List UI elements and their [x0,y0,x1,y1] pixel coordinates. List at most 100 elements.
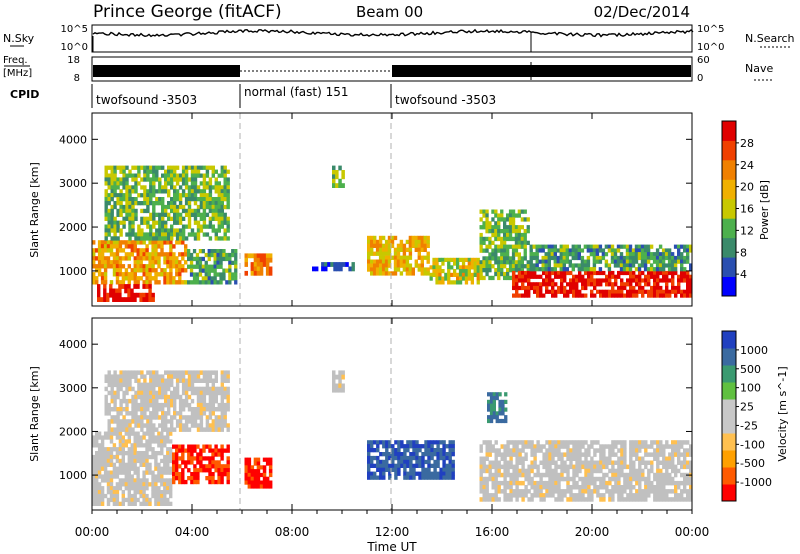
velocity-colorbar-cell-2 [722,450,736,468]
power-colorbar-label: Power [dB] [758,180,771,240]
power-region-8 [429,257,480,285]
velocity-colorbar-tick-4: 25 [740,401,754,414]
sky-left-tick-bottom: 10^0 [61,42,88,53]
time-tick-4: 16:00 [475,525,510,539]
sky-right-tick-top: 10^5 [697,24,724,35]
velocity-colorbar-cell-6 [722,382,736,400]
power-panel: 1000 2000 3000 4000 Slant Range [km] 4 8 12 16… [28,112,771,307]
search-noise-label: N.Search [745,32,795,45]
power-colorbar-tick-2: 12 [740,224,754,237]
velocity-colorbar-tick-5: 100 [740,382,761,395]
power-region-6 [332,165,345,188]
power-y-tick-1: 2000 [59,221,87,234]
nave-label: Nave [745,62,773,75]
power-region-10 [512,270,693,298]
time-tick-1: 04:00 [175,525,210,539]
sky-noise-panel: N.Sky 10^5 10^0 10^5 10^0 N.Search [3,24,795,53]
velocity-colorbar: -1000 -500 -100 -25 25 100 500 1000 [721,330,772,502]
velocity-colorbar-cell-1 [722,467,736,485]
velocity-colorbar-label: Velocity [m s^-1] [776,366,789,461]
velocity-data-layer [92,370,693,506]
velocity-region-3 [244,457,273,489]
time-tick-5: 20:00 [575,525,610,539]
freq-unit-label: [MHz] [3,68,32,79]
nave-tick-bottom: 0 [697,73,703,84]
velocity-colorbar-cell-8 [722,348,736,366]
power-colorbar-tick-3: 16 [740,203,754,216]
freq-tick-top: 18 [67,55,80,66]
velocity-colorbar-cell-4 [722,416,736,434]
freq-tick-bottom: 8 [74,73,80,84]
velocity-colorbar-tick-2: -100 [740,438,765,451]
power-colorbar-tick-0: 4 [740,268,747,281]
power-region-0 [92,240,188,285]
power-region-4 [244,253,273,276]
power-colorbar-cell-5 [722,179,736,200]
power-colorbar-cell-1 [722,257,736,277]
velocity-y-tick-1: 2000 [59,425,87,438]
velocity-colorbar-cell-5 [722,399,736,417]
power-colorbar-tick-6: 28 [740,137,754,150]
time-tick-0: 00:00 [75,525,110,539]
velocity-region-5 [367,440,455,480]
freq-label: Freq. [3,55,28,66]
power-colorbar-cell-7 [722,140,736,161]
power-colorbar-cell-2 [722,237,736,258]
power-region-7 [367,235,430,276]
velocity-colorbar-tick-7: 1000 [740,344,768,357]
sky-right-tick-bottom: 10^0 [697,42,724,53]
power-region-2 [104,165,230,241]
power-region-11 [529,244,693,272]
power-colorbar-tick-4: 20 [740,181,754,194]
power-colorbar: 4 8 12 16 20 24 28 [721,120,754,297]
time-tick-6: 00:00 [675,525,710,539]
power-colorbar-cell-8 [722,121,736,141]
velocity-region-2 [172,444,230,485]
power-y-tick-0: 1000 [59,265,87,278]
velocity-colorbar-cell-7 [722,365,736,383]
velocity-colorbar-tick-3: -25 [740,419,758,432]
velocity-region-7 [487,392,508,424]
cpid-segment-1: twofsound -3503 [96,93,197,107]
velocity-y-tick-0: 1000 [59,469,87,482]
velocity-colorbar-tick-6: 500 [740,363,761,376]
velocity-y-tick-3: 4000 [59,338,87,351]
power-region-5 [312,262,355,272]
time-axis: 00:00 04:00 08:00 12:00 16:00 20:00 00:00 [75,113,710,539]
velocity-colorbar-cell-9 [722,331,736,349]
cpid-label: CPID [10,88,39,101]
time-tick-3: 12:00 [375,525,410,539]
power-colorbar-cell-3 [722,218,736,239]
power-colorbar-tick-1: 8 [740,246,747,259]
frequency-panel: Freq. [MHz] 18 8 60 0 Nave [3,55,774,84]
velocity-colorbar-cell-0 [722,484,736,502]
velocity-y-label: Slant Range [km] [28,366,41,462]
power-region-1 [97,284,155,302]
cpid-segment-3: twofsound -3503 [395,93,496,107]
power-data-layer [92,165,693,302]
power-y-tick-2: 3000 [59,177,87,190]
power-y-label: Slant Range [km] [28,162,41,258]
sky-left-tick-top: 10^5 [61,24,88,35]
velocity-y-axis: 1000 2000 3000 4000 [59,338,692,482]
velocity-region-1 [104,370,230,432]
velocity-y-tick-2: 3000 [59,382,87,395]
velocity-region-0 [92,431,173,506]
nave-tick-top: 60 [697,55,710,66]
sky-left-label: N.Sky [3,32,35,45]
power-colorbar-tick-5: 24 [740,159,754,172]
cpid-row: CPID twofsound -3503 normal (fast) 151 t… [10,84,496,108]
power-colorbar-cell-6 [722,159,736,180]
velocity-region-6 [479,440,693,502]
velocity-colorbar-cell-3 [722,433,736,451]
power-region-9 [479,209,530,281]
date-title: 02/Dec/2014 [594,3,690,21]
beam-title: Beam 00 [356,3,423,21]
cpid-segment-2: normal (fast) 151 [244,85,348,99]
velocity-colorbar-tick-1: -500 [740,457,765,470]
power-colorbar-cell-4 [722,198,736,219]
velocity-region-4 [332,370,345,393]
time-tick-2: 08:00 [275,525,310,539]
